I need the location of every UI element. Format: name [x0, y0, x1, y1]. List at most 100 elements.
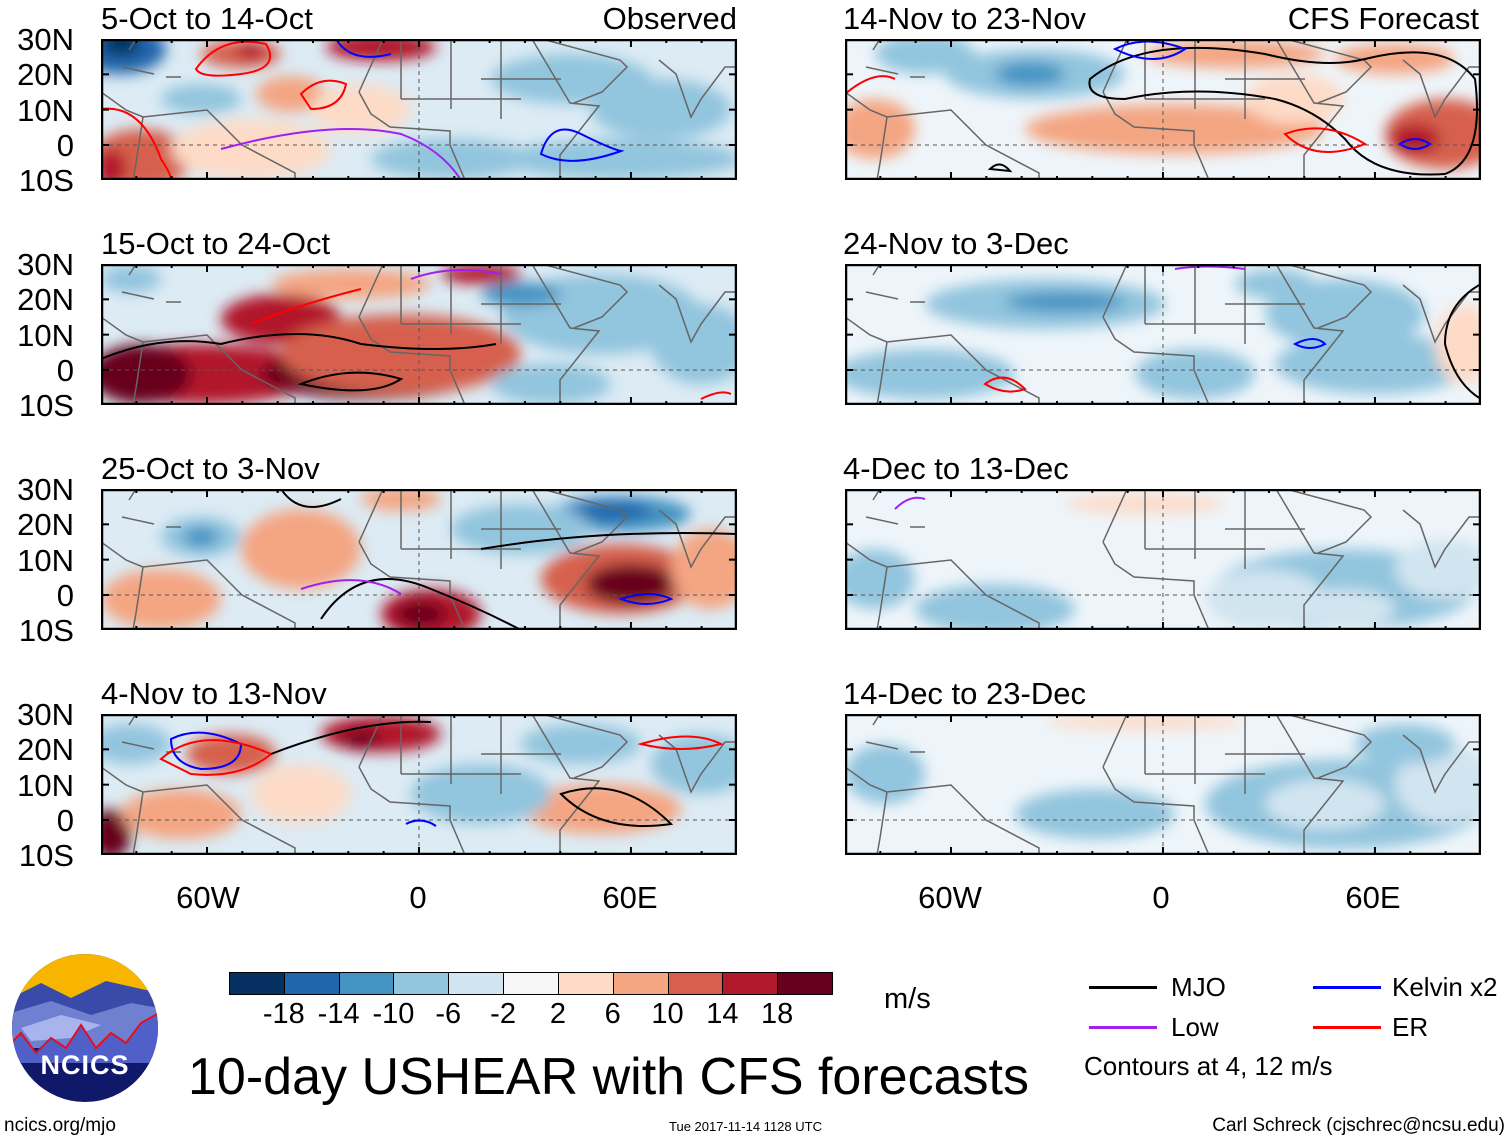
coastline: [845, 766, 1040, 855]
colorbar-units: m/s: [884, 983, 931, 1015]
lon-label: 60E: [602, 880, 658, 915]
panel-title: 4-Nov to 13-Nov: [101, 676, 327, 711]
map-plot: [101, 714, 737, 855]
coastline: [1285, 39, 1373, 104]
wave-contour: [983, 376, 1027, 393]
wave-contour: [1292, 338, 1327, 349]
map-plot: [101, 39, 737, 180]
wave-contour: [539, 128, 625, 162]
shear-anomaly-region: [1245, 74, 1345, 124]
colorbar-swatch: [229, 972, 285, 995]
colorbar-label: 6: [604, 998, 621, 1030]
wave-contour: [270, 720, 432, 755]
map-panel: [845, 39, 1481, 180]
shear-anomaly-region: [651, 304, 737, 384]
lat-label: 20N: [17, 282, 74, 318]
wave-contour: [159, 739, 273, 776]
lat-label: 10N: [17, 317, 74, 353]
colorbar-label: 10: [651, 998, 684, 1030]
colorbar-label: -6: [435, 998, 462, 1030]
colorbar-label: -18: [262, 998, 305, 1030]
colorbar-label: 14: [706, 998, 739, 1030]
wave-contour: [101, 333, 497, 360]
shear-anomaly-region: [591, 79, 731, 139]
panel-frame: [845, 489, 1481, 630]
colorbar-swatch: [777, 972, 833, 995]
panel-title: 4-Dec to 13-Dec: [843, 451, 1069, 486]
shear-anomaly-region: [1395, 539, 1481, 599]
colorbar-swatch: [503, 972, 559, 995]
legend-label: Kelvin x2: [1392, 972, 1498, 1002]
colorbar-label: -2: [490, 998, 516, 1030]
source-link[interactable]: ncics.org/mjo: [4, 1115, 116, 1136]
lat-label: 10N: [17, 542, 74, 578]
lat-label: 20N: [17, 732, 74, 768]
coastline: [1102, 714, 1345, 855]
coastline: [845, 91, 1040, 180]
wave-contour: [1112, 40, 1188, 60]
lat-label: 20N: [17, 507, 74, 543]
shear-anomaly-region: [186, 734, 276, 774]
colorbar-swatch: [667, 972, 724, 995]
coastline: [1144, 39, 1305, 119]
panel-title: 14-Dec to 23-Dec: [843, 676, 1086, 711]
wave-contour: [300, 579, 402, 595]
logo-text: NCICS: [40, 1050, 130, 1080]
shear-anomaly-region: [101, 724, 171, 764]
shear-anomaly-region: [241, 509, 361, 589]
panel-frame: [101, 489, 737, 630]
wave-contour: [1174, 265, 1246, 270]
lon-label: 60W: [176, 880, 240, 915]
shear-anomaly-region: [586, 564, 676, 604]
colorbar-label: 18: [761, 998, 794, 1030]
ncics-logo: NCICS: [11, 953, 159, 1108]
credit: Carl Schreck (cjschrec@ncsu.edu): [1212, 1115, 1505, 1136]
wave-contour: [335, 39, 392, 58]
coastline: [541, 489, 629, 554]
coastline: [1144, 714, 1305, 794]
contour-note: Contours at 4, 12 m/s: [1084, 1051, 1333, 1081]
shear-anomaly-region: [845, 744, 925, 804]
map-panel: [845, 714, 1481, 855]
shear-anomaly-region: [1235, 269, 1315, 299]
wave-contour: [280, 489, 342, 508]
lon-label: 0: [1152, 880, 1170, 915]
shear-anomaly-region: [271, 269, 431, 299]
lat-label: 30N: [17, 697, 74, 732]
panel-frame: [845, 714, 1481, 855]
lat-label: 10S: [18, 163, 74, 198]
colorbar-swatch: [448, 972, 505, 995]
panel-title: 15-Oct to 24-Oct: [101, 226, 331, 261]
colorbar-swatch: [283, 972, 340, 995]
colorbar-swatch: [338, 972, 395, 995]
shear-anomaly-region: [121, 789, 241, 839]
colorbar-label: 2: [549, 998, 566, 1030]
shear-anomaly-region: [1275, 334, 1475, 394]
map-plot: [845, 714, 1481, 855]
map-panel: [845, 264, 1481, 405]
panel-title: 14-Nov to 23-Nov: [843, 1, 1086, 36]
map-plot: [101, 264, 737, 405]
map-plot: [101, 489, 737, 630]
lat-label: 10S: [18, 388, 74, 423]
coastline: [358, 489, 601, 630]
coastline: [358, 714, 601, 855]
shear-anomaly-region: [995, 62, 1065, 86]
coastline: [865, 516, 925, 528]
coastline: [658, 509, 737, 569]
shear-anomaly-region: [915, 584, 1075, 630]
coastline: [101, 766, 296, 855]
shear-anomaly-region: [101, 265, 161, 293]
coastline: [358, 264, 601, 405]
coastline: [865, 66, 925, 78]
coastline: [658, 734, 737, 794]
shear-anomaly-region: [101, 344, 191, 404]
wave-contour: [559, 787, 674, 827]
shear-anomaly-region: [491, 364, 611, 404]
coastline: [845, 316, 1040, 405]
shear-anomaly-region: [845, 99, 915, 159]
shear-anomaly-region: [411, 764, 551, 824]
shear-anomaly-region: [571, 501, 651, 521]
lat-label: 0: [56, 802, 74, 838]
coastline: [1402, 509, 1481, 569]
